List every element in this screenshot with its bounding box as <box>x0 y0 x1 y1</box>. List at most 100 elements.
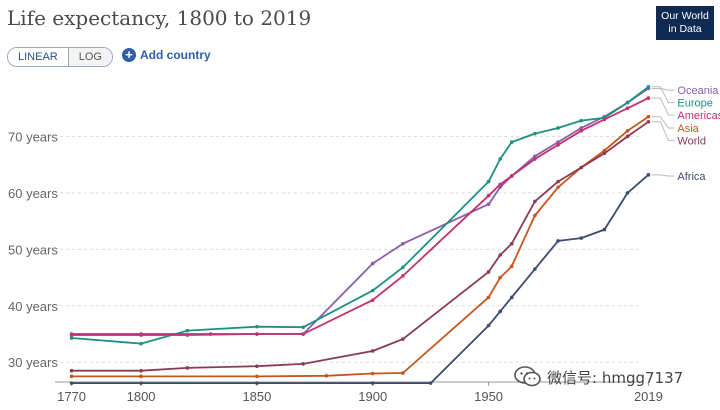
x-tick-label-1900: 1900 <box>358 389 387 404</box>
legend-label-asia: Asia <box>677 123 699 135</box>
data-point-world-6 <box>401 337 405 341</box>
data-point-world-12 <box>579 165 584 170</box>
y-tick-label-40: 40 years <box>8 299 58 314</box>
x-tick-label-1800: 1800 <box>127 389 156 404</box>
y-tick-label-60: 60 years <box>8 186 58 201</box>
data-point-africa-11 <box>602 227 607 232</box>
wechat-icon <box>514 366 542 388</box>
data-point-world-15 <box>646 119 651 124</box>
watermark-text: 微信号: hmgg7137 <box>547 368 684 387</box>
data-point-world-14 <box>625 134 630 139</box>
data-point-americas-14 <box>625 106 630 111</box>
x-tick-label-1950: 1950 <box>474 389 503 404</box>
data-point-americas-15 <box>646 96 651 100</box>
data-point-world-2 <box>185 366 190 370</box>
page-title: Life expectancy, 1800 to 2019 <box>7 6 312 30</box>
y-axis: 30 years 40 years 50 years 60 years 70 years <box>8 129 58 370</box>
data-point-africa-12 <box>625 191 630 195</box>
data-point-africa-3 <box>370 381 375 385</box>
owid-logo[interactable]: Our World in Data <box>656 6 714 40</box>
data-point-europe-8 <box>498 157 502 161</box>
data-point-asia-7 <box>498 275 502 280</box>
data-point-africa-5 <box>486 323 491 328</box>
logo-line-2: in Data <box>668 23 702 35</box>
legend-connector-europe <box>651 86 675 104</box>
data-point-africa-9 <box>556 239 560 243</box>
data-point-europe-1 <box>139 341 143 346</box>
add-country-button[interactable]: + Add country <box>122 48 211 62</box>
data-point-world-5 <box>370 349 375 353</box>
data-point-africa-7 <box>509 295 514 300</box>
data-point-africa-13 <box>646 173 651 177</box>
data-point-world-10 <box>533 199 537 204</box>
legend-label-africa: Africa <box>677 171 706 183</box>
data-point-americas-7 <box>486 193 491 198</box>
data-point-world-9 <box>509 241 514 246</box>
plus-circle-icon: + <box>122 48 136 62</box>
linear-scale-button[interactable]: LINEAR <box>8 48 69 66</box>
legend-connector-asia <box>651 116 675 129</box>
data-point-europe-11 <box>556 126 560 130</box>
x-tick-label-2019: 2019 <box>634 389 663 404</box>
data-point-americas-12 <box>579 129 584 133</box>
data-point-asia-3 <box>324 373 329 378</box>
data-point-europe-15 <box>646 84 651 89</box>
series-line-americas <box>71 97 649 335</box>
data-point-europe-2 <box>185 328 190 333</box>
data-point-asia-6 <box>486 295 491 300</box>
scale-toggle: LINEAR LOG <box>7 47 113 67</box>
data-point-europe-9 <box>509 140 514 144</box>
data-point-asia-13 <box>625 129 630 133</box>
wechat-watermark: 微信号: hmgg7137 <box>514 366 683 388</box>
legend-connector-oceania <box>651 87 675 91</box>
data-point-oceania-6 <box>401 241 405 246</box>
logo-line-1: Our World <box>661 10 709 22</box>
data-point-americas-13 <box>602 117 607 122</box>
series-line-europe <box>71 86 649 345</box>
data-point-europe-6 <box>401 265 405 270</box>
y-tick-label-70: 70 years <box>8 129 58 144</box>
x-tick-label-1850: 1850 <box>242 389 271 404</box>
series-line-africa <box>71 174 649 385</box>
data-point-asia-0 <box>69 374 74 379</box>
legend-label-americas: Americas <box>677 110 720 122</box>
data-point-americas-6 <box>401 274 405 278</box>
data-point-americas-10 <box>533 157 537 161</box>
data-point-asia-14 <box>646 114 651 119</box>
log-scale-button[interactable]: LOG <box>68 48 112 66</box>
data-point-asia-10 <box>556 185 560 190</box>
gridlines <box>60 135 640 363</box>
data-point-world-0 <box>69 368 74 373</box>
data-point-africa-2 <box>255 381 259 385</box>
data-point-asia-9 <box>533 213 537 218</box>
y-tick-label-50: 50 years <box>8 242 58 257</box>
data-point-africa-1 <box>139 381 143 385</box>
data-point-americas-5 <box>370 298 375 302</box>
legend-label-world: World <box>677 135 706 147</box>
data-point-oceania-7 <box>486 202 491 206</box>
data-point-oceania-11 <box>556 140 560 144</box>
y-tick-label-30: 30 years <box>8 355 58 370</box>
data-point-world-4 <box>301 362 306 366</box>
data-point-americas-11 <box>556 143 560 147</box>
data-point-world-8 <box>498 253 502 257</box>
data-point-americas-1 <box>139 332 143 336</box>
series-lines <box>69 84 651 385</box>
data-point-africa-4 <box>428 381 433 385</box>
data-point-oceania-5 <box>370 261 375 266</box>
data-point-europe-7 <box>486 179 491 184</box>
data-point-asia-2 <box>255 374 259 379</box>
data-point-asia-8 <box>509 264 514 269</box>
data-point-americas-8 <box>498 182 502 187</box>
series-line-asia <box>71 115 649 378</box>
data-point-americas-2 <box>208 332 213 336</box>
data-point-americas-3 <box>255 332 259 336</box>
data-point-europe-3 <box>255 324 259 329</box>
data-point-oceania-10 <box>533 154 537 159</box>
data-point-europe-14 <box>625 100 630 105</box>
data-point-europe-4 <box>301 325 306 330</box>
data-point-asia-4 <box>370 371 375 376</box>
legend-label-europe: Europe <box>677 98 712 110</box>
data-point-africa-0 <box>69 381 74 385</box>
